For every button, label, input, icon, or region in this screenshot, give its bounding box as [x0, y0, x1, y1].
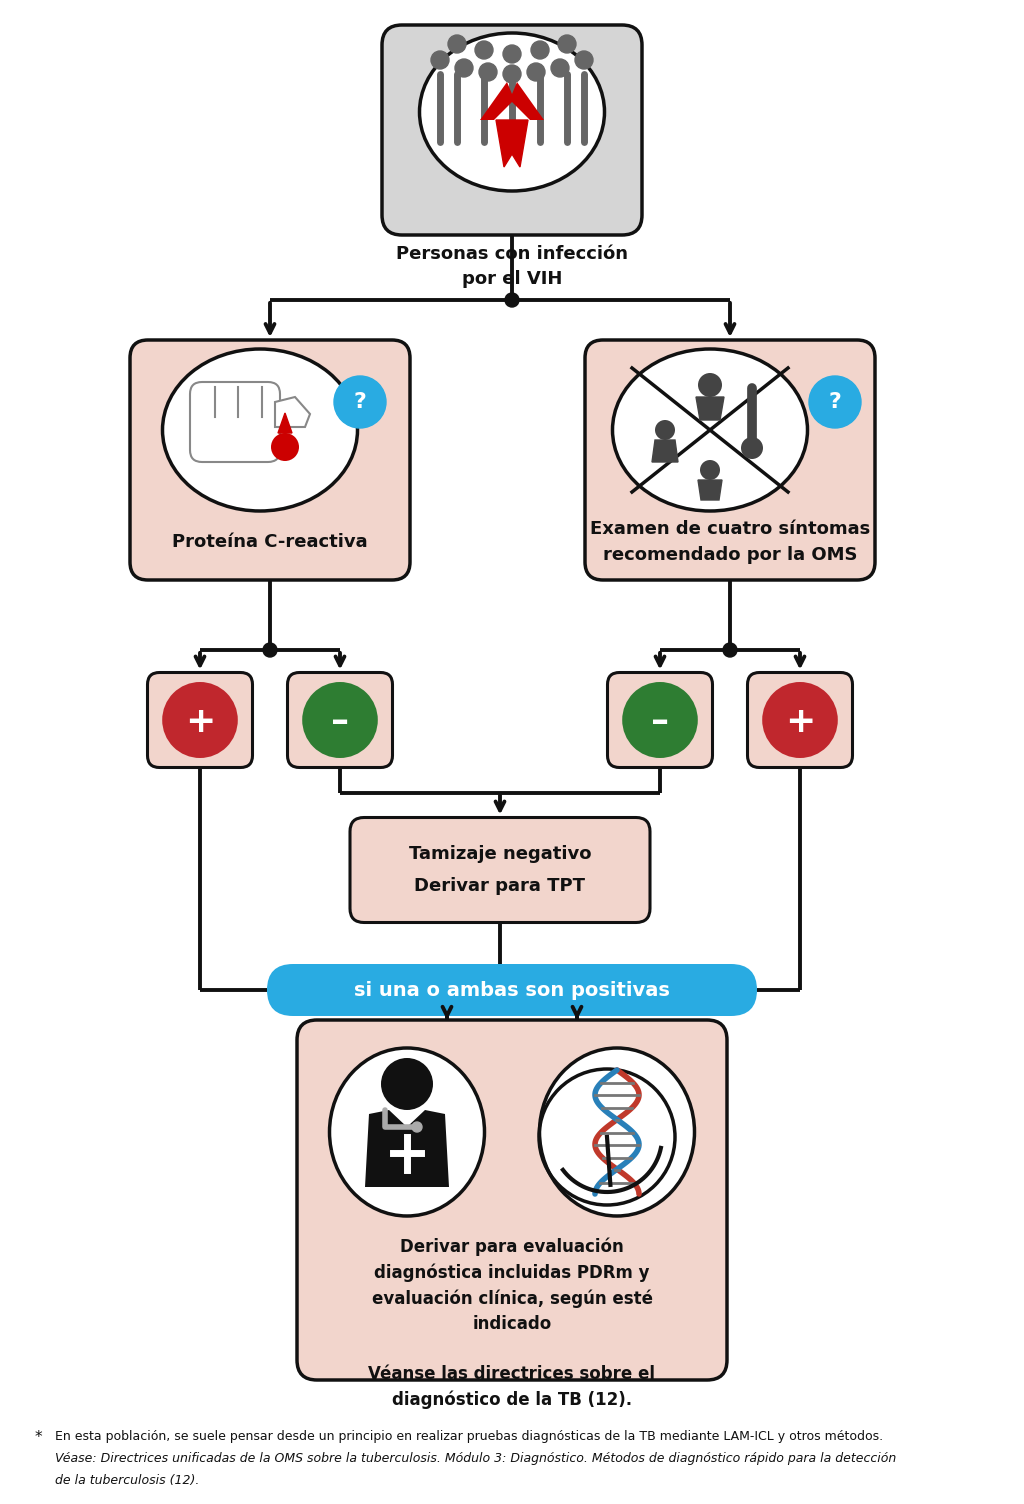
Text: de la tuberculosis (12).: de la tuberculosis (12). [55, 1474, 200, 1487]
Polygon shape [652, 441, 678, 462]
Circle shape [503, 45, 521, 63]
Circle shape [431, 51, 449, 69]
Text: Véanse las directrices sobre el
diagnóstico de la TB (12).: Véanse las directrices sobre el diagnóst… [369, 1366, 655, 1409]
Polygon shape [278, 414, 292, 433]
Text: Véase: Directrices unificadas de la OMS sobre la tuberculosis. Módulo 3: Diagnós: Véase: Directrices unificadas de la OMS … [55, 1451, 896, 1465]
Polygon shape [480, 83, 544, 120]
FancyBboxPatch shape [288, 672, 392, 767]
Circle shape [698, 373, 722, 397]
Text: +: + [184, 705, 215, 738]
Text: Examen de cuatro síntomas
recomendado por la OMS: Examen de cuatro síntomas recomendado po… [590, 520, 870, 564]
Circle shape [263, 644, 278, 657]
Circle shape [551, 59, 569, 77]
FancyBboxPatch shape [350, 818, 650, 922]
Polygon shape [698, 480, 722, 499]
Text: si una o ambas son positivas: si una o ambas son positivas [354, 981, 670, 1000]
Text: En esta población, se suele pensar desde un principio en realizar pruebas diagnó: En esta población, se suele pensar desde… [55, 1430, 883, 1442]
Circle shape [700, 460, 720, 480]
Polygon shape [365, 1110, 449, 1187]
Polygon shape [275, 397, 310, 427]
FancyBboxPatch shape [297, 1020, 727, 1381]
Circle shape [475, 41, 493, 59]
Circle shape [531, 41, 549, 59]
Ellipse shape [330, 1048, 484, 1217]
Circle shape [381, 1057, 433, 1110]
Text: Proteína C-reactiva: Proteína C-reactiva [172, 532, 368, 550]
Text: Derivar para evaluación
diagnóstica incluidas PDRm y
evaluación clínica, según e: Derivar para evaluación diagnóstica incl… [372, 1238, 652, 1333]
Ellipse shape [302, 681, 378, 758]
Text: Derivar para TPT: Derivar para TPT [415, 877, 586, 895]
Text: Tamizaje negativo: Tamizaje negativo [409, 845, 591, 863]
Ellipse shape [420, 33, 604, 191]
Circle shape [723, 644, 737, 657]
Circle shape [655, 420, 675, 441]
Circle shape [505, 293, 519, 307]
Circle shape [455, 59, 473, 77]
Text: *: * [34, 1430, 42, 1445]
Polygon shape [496, 120, 528, 167]
Circle shape [527, 63, 545, 81]
Ellipse shape [540, 1048, 694, 1217]
Circle shape [575, 51, 593, 69]
FancyBboxPatch shape [585, 340, 874, 581]
Ellipse shape [163, 349, 357, 511]
Text: ?: ? [828, 393, 842, 412]
FancyBboxPatch shape [190, 382, 280, 462]
Ellipse shape [162, 681, 238, 758]
Text: Personas con infección
por el VIH: Personas con infección por el VIH [396, 245, 628, 287]
Circle shape [334, 376, 386, 429]
Ellipse shape [623, 681, 697, 758]
FancyBboxPatch shape [267, 964, 757, 1017]
Ellipse shape [271, 433, 299, 462]
Circle shape [809, 376, 861, 429]
Polygon shape [696, 397, 724, 420]
Text: ?: ? [353, 393, 367, 412]
FancyBboxPatch shape [130, 340, 410, 581]
Circle shape [449, 35, 466, 53]
Ellipse shape [762, 681, 838, 758]
FancyBboxPatch shape [382, 26, 642, 235]
Circle shape [412, 1122, 422, 1133]
Circle shape [558, 35, 575, 53]
Text: –: – [331, 705, 349, 738]
Circle shape [479, 63, 497, 81]
Circle shape [503, 65, 521, 83]
Text: –: – [651, 705, 669, 738]
FancyBboxPatch shape [607, 672, 713, 767]
Circle shape [741, 438, 763, 459]
Ellipse shape [612, 349, 808, 511]
Text: +: + [784, 705, 815, 738]
FancyBboxPatch shape [748, 672, 853, 767]
FancyBboxPatch shape [147, 672, 253, 767]
